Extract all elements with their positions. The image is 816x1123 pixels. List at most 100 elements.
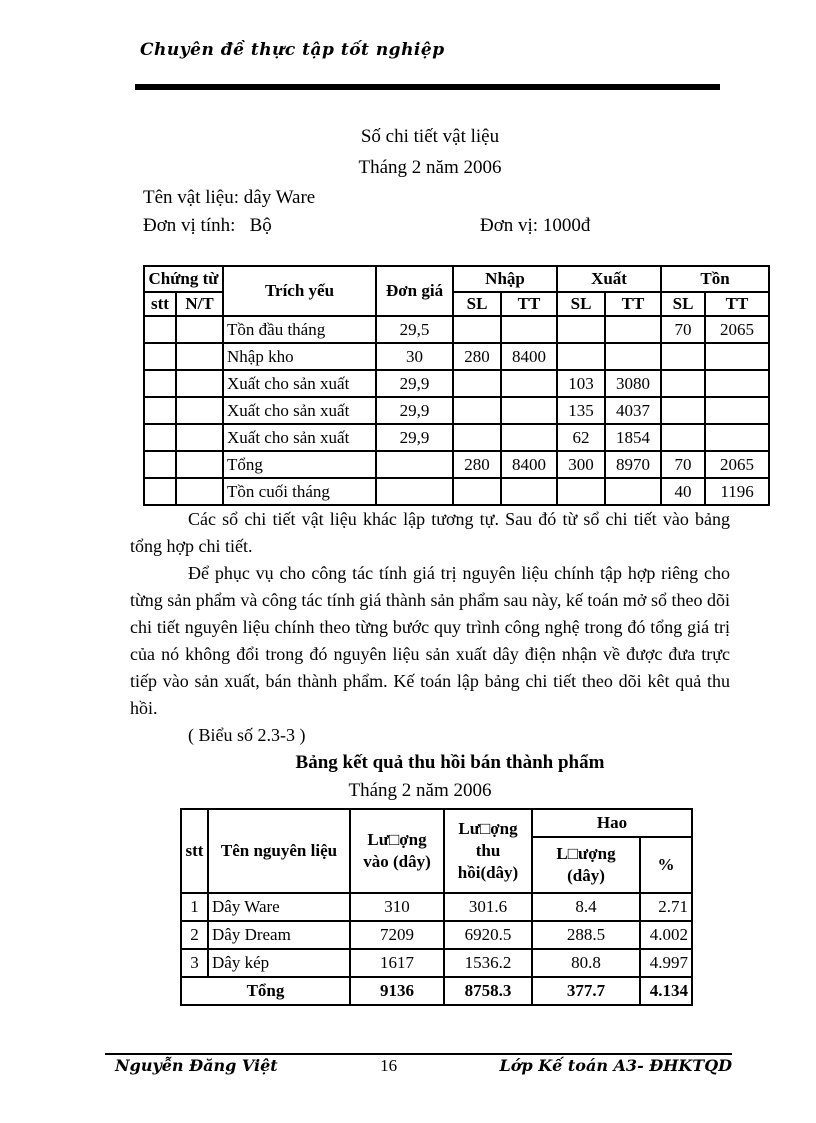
t1-cell: 1854 (604, 423, 663, 452)
t1-cell: 280 (452, 450, 503, 479)
t1-header-chungtu: Chứng từ (142, 265, 225, 293)
document-subtitle: Tháng 2 năm 2006 (358, 157, 502, 178)
t1-cell (500, 315, 559, 344)
t1-cell: Nhập kho (222, 342, 378, 371)
t2-cell: 301.6 (443, 892, 533, 922)
t1-cell: 8400 (500, 342, 559, 371)
t1-cell (143, 315, 177, 344)
t1-cell (143, 477, 177, 506)
t2-cell: 4.134 (638, 976, 694, 1006)
t1-cell: 70 (660, 315, 707, 344)
t2-header-hao: Hao (530, 808, 694, 838)
table-row: 2 Dây Dream 7209 6920.5 288.5 4.002 (180, 920, 694, 950)
t1-cell: 62 (556, 423, 607, 452)
t1-header-ton: Tồn (660, 265, 771, 293)
document-title: Số chi tiết vật liệu (360, 126, 500, 147)
t1-cell (452, 423, 503, 452)
table-row: 3 Dây kép 1617 1536.2 80.8 4.997 (180, 948, 694, 978)
t1-cell (143, 396, 177, 425)
t1-cell (500, 477, 559, 506)
t1-cell (143, 450, 177, 479)
body-text: Các sổ chi tiết vật liệu khác lập tương … (130, 506, 730, 749)
t1-cell: 103 (556, 369, 607, 398)
t1-cell (143, 423, 177, 452)
t1-cell (174, 450, 225, 479)
t1-cell (704, 369, 771, 398)
t1-cell: 29,9 (375, 396, 455, 425)
t1-cell (604, 477, 663, 506)
t1-header-ton-sl: SL (660, 291, 707, 317)
t2-cell: 8.4 (531, 892, 641, 922)
t2-header-luong-day: L□ượng (dây) (531, 836, 641, 894)
footer-rule (105, 1053, 732, 1055)
t1-cell (452, 315, 503, 344)
t1-cell: Tồn đầu tháng (222, 315, 378, 344)
t1-cell: 300 (556, 450, 607, 479)
t2-cell: Dây Ware (207, 892, 351, 922)
currency-unit-label: Đơn vị: 1000đ (480, 215, 591, 236)
t1-cell (660, 396, 707, 425)
table-row: Xuất cho sản xuất 29,9 135 4037 (143, 396, 771, 425)
t1-header-nt: N/T (174, 291, 225, 317)
table-row: Tồn cuối tháng 40 1196 (143, 477, 771, 506)
table-row-total: Tổng 9136 8758.3 377.7 4.134 (180, 976, 694, 1006)
t2-header-percent: % (638, 836, 694, 894)
t1-cell (660, 369, 707, 398)
t2-cell: 1 (180, 892, 209, 922)
t1-cell (704, 396, 771, 425)
unit-label: Đơn vị tính: Bộ (143, 215, 272, 236)
t1-header-trichyeu: Trích yếu (222, 265, 378, 317)
table-row: Tồn đầu tháng 29,5 70 2065 (143, 315, 771, 344)
t1-cell (375, 477, 455, 506)
t1-cell (704, 342, 771, 371)
t2-cell: 9136 (349, 976, 445, 1006)
t1-cell: Tổng (222, 450, 378, 479)
t2-header-stt: stt (180, 808, 209, 894)
t1-cell (556, 342, 607, 371)
t1-cell (500, 396, 559, 425)
t1-cell: 30 (375, 342, 455, 371)
table-row: Nhập kho 30 280 8400 (143, 342, 771, 371)
t2-cell: 4.002 (638, 920, 694, 950)
t2-cell: 7209 (349, 920, 445, 950)
t2-cell: 2 (180, 920, 209, 950)
t1-cell (500, 369, 559, 398)
t1-cell (704, 423, 771, 452)
t1-cell (452, 369, 503, 398)
t1-cell: Xuất cho sản xuất (222, 369, 378, 398)
figure-reference: ( Biểu số 2.3-3 ) (188, 725, 306, 745)
t1-cell (556, 315, 607, 344)
t1-cell (143, 342, 177, 371)
t1-header-xuat: Xuất (556, 265, 663, 293)
footer-page-number: 16 (380, 1056, 398, 1075)
t1-cell (604, 342, 663, 371)
t2-total-label: Tổng (180, 976, 351, 1006)
paragraph: Để phục vụ cho công tác tính giá trị ngu… (130, 563, 730, 718)
t1-cell: 2065 (704, 450, 771, 479)
t1-header-xuat-tt: TT (604, 291, 663, 317)
t1-cell: 1196 (704, 477, 771, 506)
t1-header-ton-tt: TT (704, 291, 771, 317)
t2-cell: 3 (180, 948, 209, 978)
t1-cell (660, 342, 707, 371)
t1-cell (174, 396, 225, 425)
t1-cell: Xuất cho sản xuất (222, 423, 378, 452)
t1-cell (174, 369, 225, 398)
t1-cell: 29,5 (375, 315, 455, 344)
document-head: Số chi tiết vật liệu Tháng 2 năm 2006 Tê… (130, 126, 730, 243)
t1-cell: 2065 (704, 315, 771, 344)
t2-header-luong-vao: Lư□ợng vào (dây) (349, 808, 445, 894)
t2-cell: 80.8 (531, 948, 641, 978)
t2-header-luong-thu-hoi: Lư□ợng thu hồi(dây) (443, 808, 533, 894)
t1-header-nhap-sl: SL (452, 291, 503, 317)
t2-header-ten: Tên nguyên liệu (207, 808, 351, 894)
t1-cell (660, 423, 707, 452)
t1-cell: 8970 (604, 450, 663, 479)
table-row: Xuất cho sản xuất 29,9 103 3080 (143, 369, 771, 398)
recovery-table-subtitle: Tháng 2 năm 2006 (348, 780, 492, 801)
footer-class: Lớp Kế toán A3- ĐHKTQD (499, 1056, 732, 1075)
t1-cell: 4037 (604, 396, 663, 425)
t1-cell: 29,9 (375, 369, 455, 398)
recovery-table-title: Bảng kết quả thu hồi bán thành phẩm (295, 752, 605, 773)
